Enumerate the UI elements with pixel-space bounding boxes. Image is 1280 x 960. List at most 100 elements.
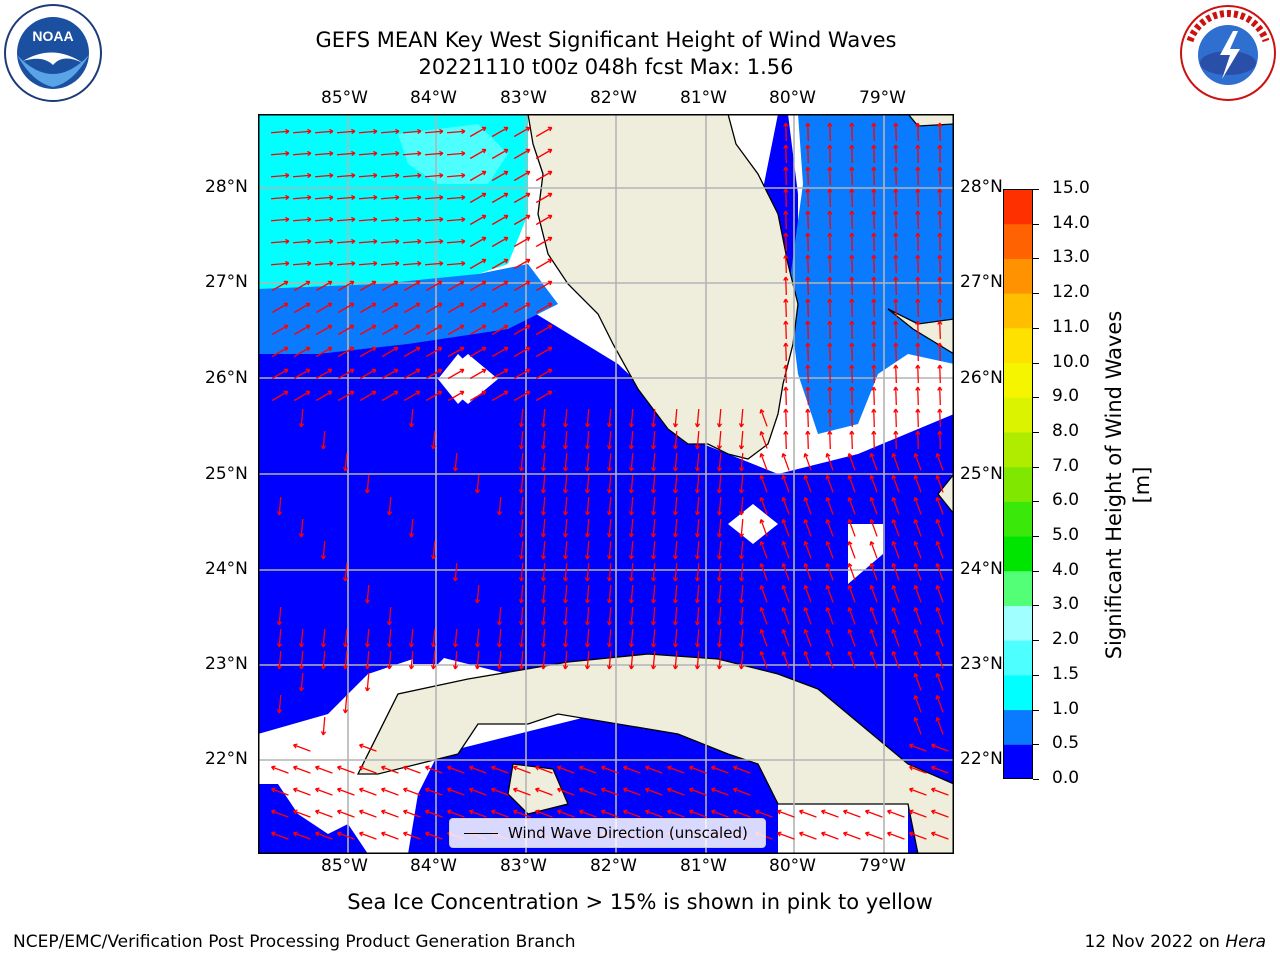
wind-arrow — [469, 148, 487, 160]
wind-arrow-head — [825, 497, 831, 502]
wind-arrow-head — [547, 148, 553, 154]
wind-arrow-head — [285, 194, 290, 201]
wind-arrow — [469, 810, 487, 818]
wind-arrow-head — [847, 475, 853, 480]
wind-arrow — [366, 650, 370, 670]
wind-arrow — [804, 563, 812, 581]
wind-arrow-head — [305, 346, 311, 352]
colorbar-tick-mark — [1033, 189, 1039, 190]
wind-arrow — [873, 298, 875, 318]
wind-arrow-head — [491, 765, 496, 771]
wind-arrow — [380, 174, 400, 178]
wind-arrow-head — [716, 621, 723, 626]
wind-arrow-head — [759, 475, 765, 480]
wind-arrow-head — [650, 577, 657, 582]
wind-arrow — [807, 408, 809, 428]
wind-arrow-head — [738, 511, 745, 516]
wind-arrow-head — [783, 342, 789, 347]
lat-tick-label-left: 22°N — [205, 749, 248, 769]
wind-arrow-head — [415, 390, 421, 396]
wind-arrow — [667, 766, 685, 774]
wind-arrow-head — [425, 809, 430, 815]
map-legend: Wind Wave Direction (unscaled) — [449, 818, 766, 848]
wind-arrow-head — [430, 555, 437, 560]
wind-arrow-head — [777, 809, 782, 815]
wind-arrow-head — [359, 787, 364, 793]
wind-arrow — [564, 606, 568, 626]
wind-arrow — [740, 474, 744, 494]
wind-arrow — [895, 188, 897, 208]
wind-arrow — [887, 832, 905, 840]
wind-arrow — [851, 276, 853, 296]
wind-arrow-head — [869, 585, 875, 590]
wind-arrow-head — [395, 150, 400, 157]
wind-arrow-head — [293, 787, 298, 793]
wind-arrow-head — [628, 643, 635, 648]
lon-tick-label-bottom: 80°W — [769, 856, 816, 876]
wind-arrow — [424, 240, 444, 244]
wind-arrow-head — [909, 831, 914, 837]
wind-arrow-head — [937, 188, 943, 193]
wave-height-map — [258, 114, 954, 854]
wind-arrow — [432, 430, 436, 450]
wind-arrow — [917, 188, 919, 208]
wind-arrow-head — [893, 342, 899, 347]
wind-arrow-head — [825, 563, 831, 568]
wind-arrow — [630, 496, 634, 516]
wind-arrow-head — [359, 831, 364, 837]
wind-arrow — [826, 453, 834, 471]
wind-arrow — [718, 606, 722, 626]
wind-arrow-head — [503, 390, 509, 396]
wind-arrow — [873, 166, 875, 186]
wind-arrow — [358, 218, 378, 222]
wind-arrow — [652, 562, 656, 582]
wind-arrow — [623, 788, 641, 796]
wind-arrow — [278, 496, 282, 516]
wind-arrow-head — [931, 831, 936, 837]
wind-arrow-head — [307, 238, 312, 245]
wind-arrow — [447, 788, 465, 796]
wind-arrow-head — [437, 346, 443, 352]
wind-arrow-head — [601, 809, 606, 815]
colorbar-segment — [1003, 431, 1033, 468]
wind-arrow-head — [694, 511, 701, 516]
wind-arrow-head — [327, 324, 333, 330]
wind-arrow-head — [935, 519, 941, 524]
wind-arrow — [315, 810, 333, 818]
wind-arrow-head — [293, 831, 298, 837]
wind-arrow-head — [893, 364, 899, 369]
wind-arrow-head — [403, 787, 408, 793]
wind-arrow-head — [650, 423, 657, 428]
wind-arrow — [491, 324, 509, 336]
wind-arrow-head — [805, 320, 811, 325]
wind-arrow — [711, 766, 729, 774]
wind-arrow — [292, 240, 312, 244]
wind-arrow-head — [584, 467, 591, 472]
wind-arrow — [696, 584, 700, 604]
wind-arrow — [586, 408, 590, 428]
wind-arrow-head — [694, 423, 701, 428]
wind-arrow-head — [893, 166, 899, 171]
wind-arrow-head — [547, 280, 553, 286]
wind-arrow-head — [525, 280, 531, 286]
wind-arrow-head — [849, 122, 855, 127]
wind-arrow — [760, 563, 768, 581]
wind-arrow-head — [805, 386, 811, 391]
wind-arrow — [829, 210, 831, 230]
wind-arrow — [424, 196, 444, 200]
colorbar-tick-mark — [1033, 258, 1039, 260]
wind-arrow — [829, 342, 831, 362]
wind-arrow-head — [913, 453, 919, 458]
wind-arrow — [909, 788, 927, 796]
wind-arrow — [535, 766, 553, 774]
wind-arrow-head — [937, 364, 943, 369]
wind-arrow — [315, 324, 333, 336]
wind-arrow — [892, 519, 900, 537]
wind-arrow — [366, 628, 370, 648]
wind-arrow — [843, 832, 861, 840]
wind-arrow-head — [461, 260, 466, 267]
wind-arrow — [410, 650, 414, 670]
wind-arrow-head — [503, 192, 509, 198]
wind-arrow-head — [349, 368, 355, 374]
colorbar-segment — [1003, 362, 1033, 398]
